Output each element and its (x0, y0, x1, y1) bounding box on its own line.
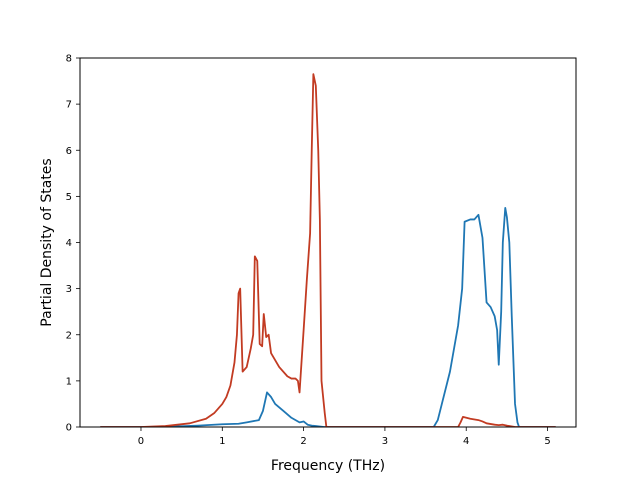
series-line-1 (100, 207, 556, 427)
y-axis-label: Partial Density of States (39, 158, 55, 326)
plot-frame (79, 57, 577, 428)
y-tick-label: 5 (66, 192, 72, 203)
x-tick-label: 4 (463, 436, 469, 447)
x-axis-label: Frequency (THz) (271, 458, 385, 474)
x-tick-label: 3 (382, 436, 388, 447)
x-tick-label: 1 (219, 436, 225, 447)
y-tick-label: 7 (66, 100, 72, 111)
y-tick-label: 1 (66, 376, 72, 387)
y-tick-label: 0 (66, 423, 72, 434)
y-tick-label: 2 (66, 330, 72, 341)
series-line-2 (100, 73, 556, 427)
y-tick-label: 3 (66, 284, 72, 295)
y-tick-label: 6 (66, 146, 72, 157)
y-tick-label: 8 (66, 54, 72, 65)
x-tick-label: 5 (544, 436, 550, 447)
x-tick-label: 0 (138, 436, 144, 447)
y-tick-label: 4 (66, 238, 72, 249)
x-tick-label: 2 (300, 436, 306, 447)
